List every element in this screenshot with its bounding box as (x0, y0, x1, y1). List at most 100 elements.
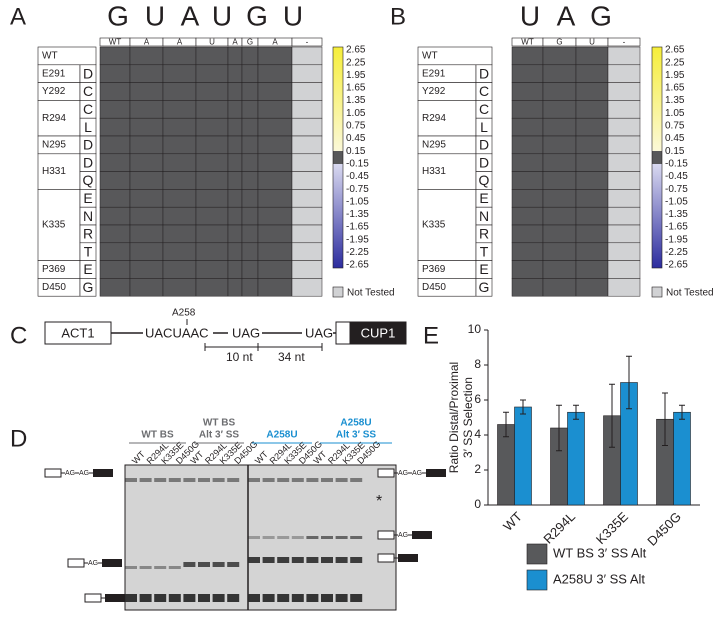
heat-cell (511, 46, 544, 66)
heat-cell (607, 260, 641, 279)
gel-band (277, 557, 290, 563)
heat-cell (575, 64, 609, 83)
heat-cell (291, 117, 323, 137)
heat-cell (195, 224, 229, 244)
row-label: D450 (42, 282, 66, 293)
x-tick-label: R294L (540, 509, 578, 547)
heat-cell (129, 117, 164, 137)
heat-cell (542, 260, 577, 279)
gel-band (168, 594, 181, 602)
panel-label: A (10, 3, 26, 30)
y-axis-label: 3′ SS Selection (461, 377, 475, 458)
gel-band (139, 566, 152, 569)
row-label-cell (417, 153, 477, 190)
mutant-label: D (83, 154, 93, 170)
mutant-label: N (83, 208, 93, 224)
heat-cell (291, 82, 323, 101)
gel-band (321, 478, 333, 482)
row-label: H331 (42, 166, 66, 177)
ag-label: AG (65, 470, 75, 477)
heat-cell (227, 153, 243, 172)
gel-band (350, 536, 363, 539)
row-label: N295 (422, 140, 446, 151)
mutant-label: T (480, 243, 489, 259)
heat-cell (241, 278, 259, 297)
row-label: P369 (422, 264, 446, 275)
heat-cell (227, 260, 243, 279)
reporter-label: CUP1 (361, 325, 396, 340)
heat-cell (129, 82, 164, 101)
colorbar-tick-label: 2.65 (346, 45, 366, 56)
heat-cell (257, 171, 293, 190)
exon-icon (377, 553, 395, 563)
exon-icon (398, 554, 418, 562)
heat-cell (575, 260, 609, 279)
heat-cell (99, 206, 131, 226)
colorbar-tick-label: 1.35 (665, 95, 685, 106)
exon-icon (84, 593, 102, 603)
gel-band (262, 478, 275, 482)
heat-cell (607, 82, 641, 101)
colorbar-tick-label: -0.45 (665, 171, 688, 182)
heat-cell (99, 260, 131, 279)
row-label: E291 (422, 68, 446, 79)
gel-band (321, 536, 333, 539)
x-tick-label: WT (500, 509, 525, 534)
heat-cell (257, 224, 293, 244)
heat-cell (575, 100, 609, 119)
heat-cell (241, 100, 259, 119)
heat-cell (195, 260, 229, 279)
heat-cell (227, 278, 243, 297)
ag-label: AG (398, 532, 408, 539)
row-label: P369 (42, 264, 66, 275)
exon-icon (426, 469, 446, 477)
branch-site: A258 (172, 308, 196, 319)
ag-label: AG (79, 470, 89, 477)
heat-cell (227, 64, 243, 83)
heat-cell (291, 171, 323, 190)
heat-cell (99, 242, 131, 261)
heat-cell (162, 100, 197, 119)
heat-cell (99, 278, 131, 297)
exon-icon (102, 559, 122, 567)
heat-cell (291, 46, 323, 66)
column-header-cell (291, 37, 323, 47)
column-header: - (306, 38, 309, 47)
heat-cell (257, 206, 293, 226)
row-label-cell (417, 189, 477, 261)
panel-label: E (423, 322, 439, 349)
colorbar-tick-label: -1.35 (665, 209, 688, 220)
gel-band (291, 594, 304, 602)
heat-cell (227, 135, 243, 155)
heat-cell (291, 278, 323, 297)
group-title: WT BS (203, 418, 236, 429)
heat-cell (99, 171, 131, 190)
gel-band (248, 594, 260, 602)
colorbar-tick-label: 0.15 (346, 146, 366, 157)
row-label: WT (422, 51, 438, 62)
y-tick-label: 8 (474, 357, 481, 371)
row-label: D450 (422, 282, 446, 293)
heat-cell (511, 189, 544, 208)
heat-cell (542, 100, 577, 119)
heat-cell (291, 242, 323, 261)
row-label: R294 (42, 113, 66, 124)
heat-cell (607, 153, 641, 172)
heat-cell (162, 242, 197, 261)
heat-cell (241, 46, 259, 66)
colorbar-tick-label: 2.25 (346, 57, 366, 68)
heat-cell (291, 135, 323, 155)
heat-cell (607, 135, 641, 155)
heat-cell (575, 278, 609, 297)
heat-cell (607, 117, 641, 137)
heat-cell (99, 100, 131, 119)
not-tested-label: Not Tested (666, 288, 714, 299)
heat-cell (542, 153, 577, 172)
colorbar-tick-label: -0.15 (346, 158, 369, 169)
column-header: U (589, 38, 595, 47)
row-label: N295 (42, 140, 66, 151)
heat-cell (511, 278, 544, 297)
branch-seq: UACUAAC (145, 325, 209, 340)
gel-band (291, 478, 304, 482)
heat-cell (257, 242, 293, 261)
